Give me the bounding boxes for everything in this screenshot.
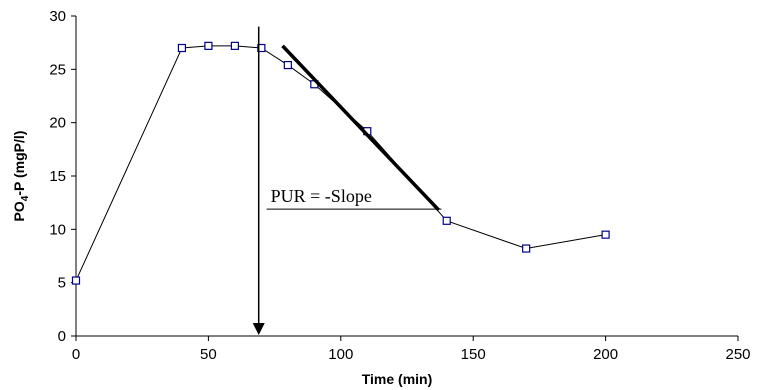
axes: 0 5 10 15 20 25 30 0 50 100 150 200 250 — [49, 8, 750, 363]
x-tick-label: 100 — [328, 346, 353, 363]
y-tick-label: 0 — [58, 328, 66, 345]
annotations: PUR = -Slope — [252, 26, 442, 335]
slope-annotation-text: PUR = -Slope — [271, 186, 372, 206]
y-axis-title-rest: -P (mgP/l) — [11, 131, 27, 196]
data-point — [177, 43, 187, 53]
data-point — [71, 276, 81, 285]
y-axis-title: PO4-P (mgP/l) — [11, 131, 31, 222]
y-tick-label: 15 — [49, 168, 66, 185]
data-point — [442, 216, 451, 225]
y-tick-label: 30 — [49, 8, 66, 25]
x-tick-label: 250 — [725, 346, 750, 363]
data-point — [283, 60, 292, 70]
data-point — [257, 43, 266, 53]
x-tick-label: 50 — [200, 346, 217, 363]
axis-labels: Time (min) PO4-P (mgP/l) — [11, 131, 432, 387]
slope-line — [281, 44, 441, 212]
data-point — [522, 244, 531, 253]
series — [71, 41, 610, 285]
y-tick-label: 10 — [49, 221, 66, 238]
y-axis-title-subscript: 4 — [20, 195, 31, 201]
y-tick-label: 5 — [58, 275, 66, 292]
data-point — [601, 230, 610, 239]
data-point — [204, 41, 213, 50]
x-tick-label: 0 — [72, 346, 80, 363]
data-point — [230, 41, 239, 50]
x-tick-label: 150 — [461, 346, 486, 363]
y-axis-title-main: PO — [11, 201, 27, 221]
y-tick-label: 20 — [49, 115, 66, 132]
x-tick-label: 200 — [593, 346, 618, 363]
vertical-arrow-head — [252, 323, 265, 335]
x-axis-title: Time (min) — [362, 371, 433, 387]
y-tick-label: 25 — [49, 61, 66, 78]
